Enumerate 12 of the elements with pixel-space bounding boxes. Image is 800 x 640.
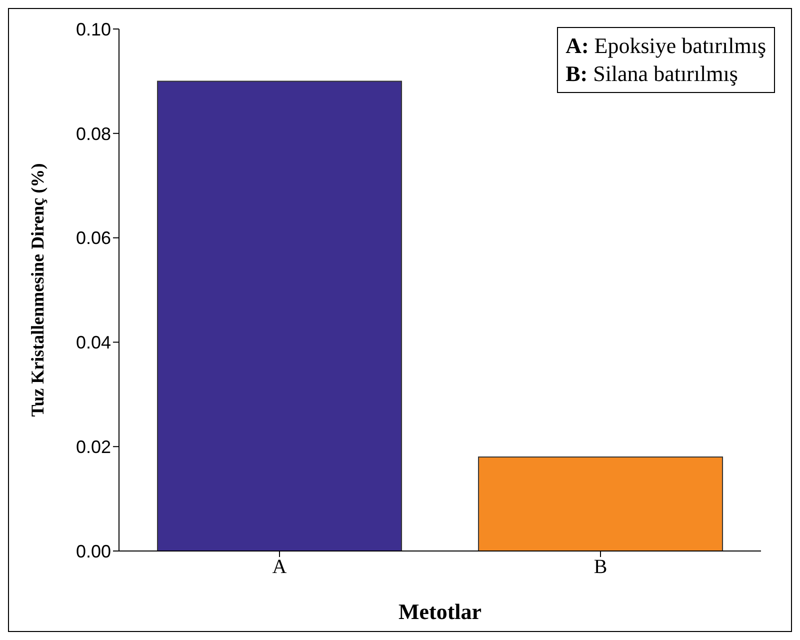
y-tick-label: 0.10 (76, 19, 111, 40)
x-tick-label: B (594, 556, 608, 578)
y-tick-label: 0.08 (76, 124, 111, 144)
y-tick-label: 0.02 (76, 436, 111, 457)
x-axis-title: Metotlar (398, 599, 482, 624)
y-tick-label: 0.06 (76, 228, 111, 248)
annotation: A: Epoksiye batırılmış (566, 33, 766, 58)
annotation: B: Silana batırılmış (566, 61, 738, 86)
x-tick-label: A (272, 556, 288, 578)
y-axis-title: Tuz Kristallenmesine Direnç (%) (27, 163, 48, 417)
y-tick-label: 0.04 (76, 332, 111, 353)
y-tick-label: 0.00 (76, 541, 111, 562)
